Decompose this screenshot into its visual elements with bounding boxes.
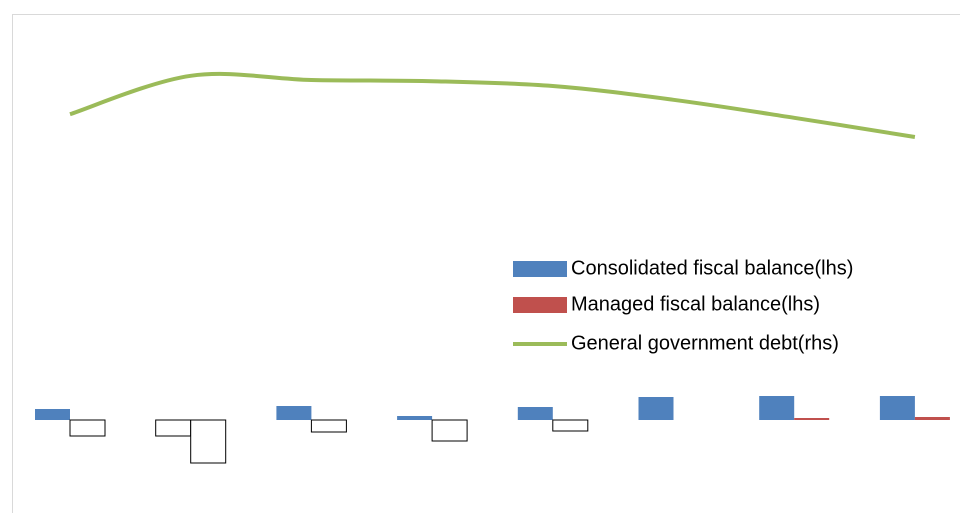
chart-frame xyxy=(12,14,960,513)
line xyxy=(69,71,916,139)
bar xyxy=(155,419,192,437)
legend-label: Managed fiscal balance(lhs) xyxy=(571,293,820,315)
bar xyxy=(397,416,433,420)
legend-swatch xyxy=(513,261,567,277)
legend-swatch xyxy=(513,297,567,313)
bar xyxy=(69,419,106,437)
bar xyxy=(35,409,70,420)
legend-label: General government debt(rhs) xyxy=(571,332,839,354)
bar xyxy=(794,418,830,420)
bar xyxy=(914,417,950,420)
bar xyxy=(517,407,553,420)
bar xyxy=(552,419,589,432)
bar xyxy=(310,419,347,433)
bar xyxy=(431,419,468,442)
legend-label: Consolidated fiscal balance(lhs) xyxy=(571,257,853,279)
bar xyxy=(759,396,795,420)
bar xyxy=(879,396,915,420)
bar xyxy=(190,419,227,464)
bar xyxy=(638,397,674,420)
bar xyxy=(276,406,312,420)
